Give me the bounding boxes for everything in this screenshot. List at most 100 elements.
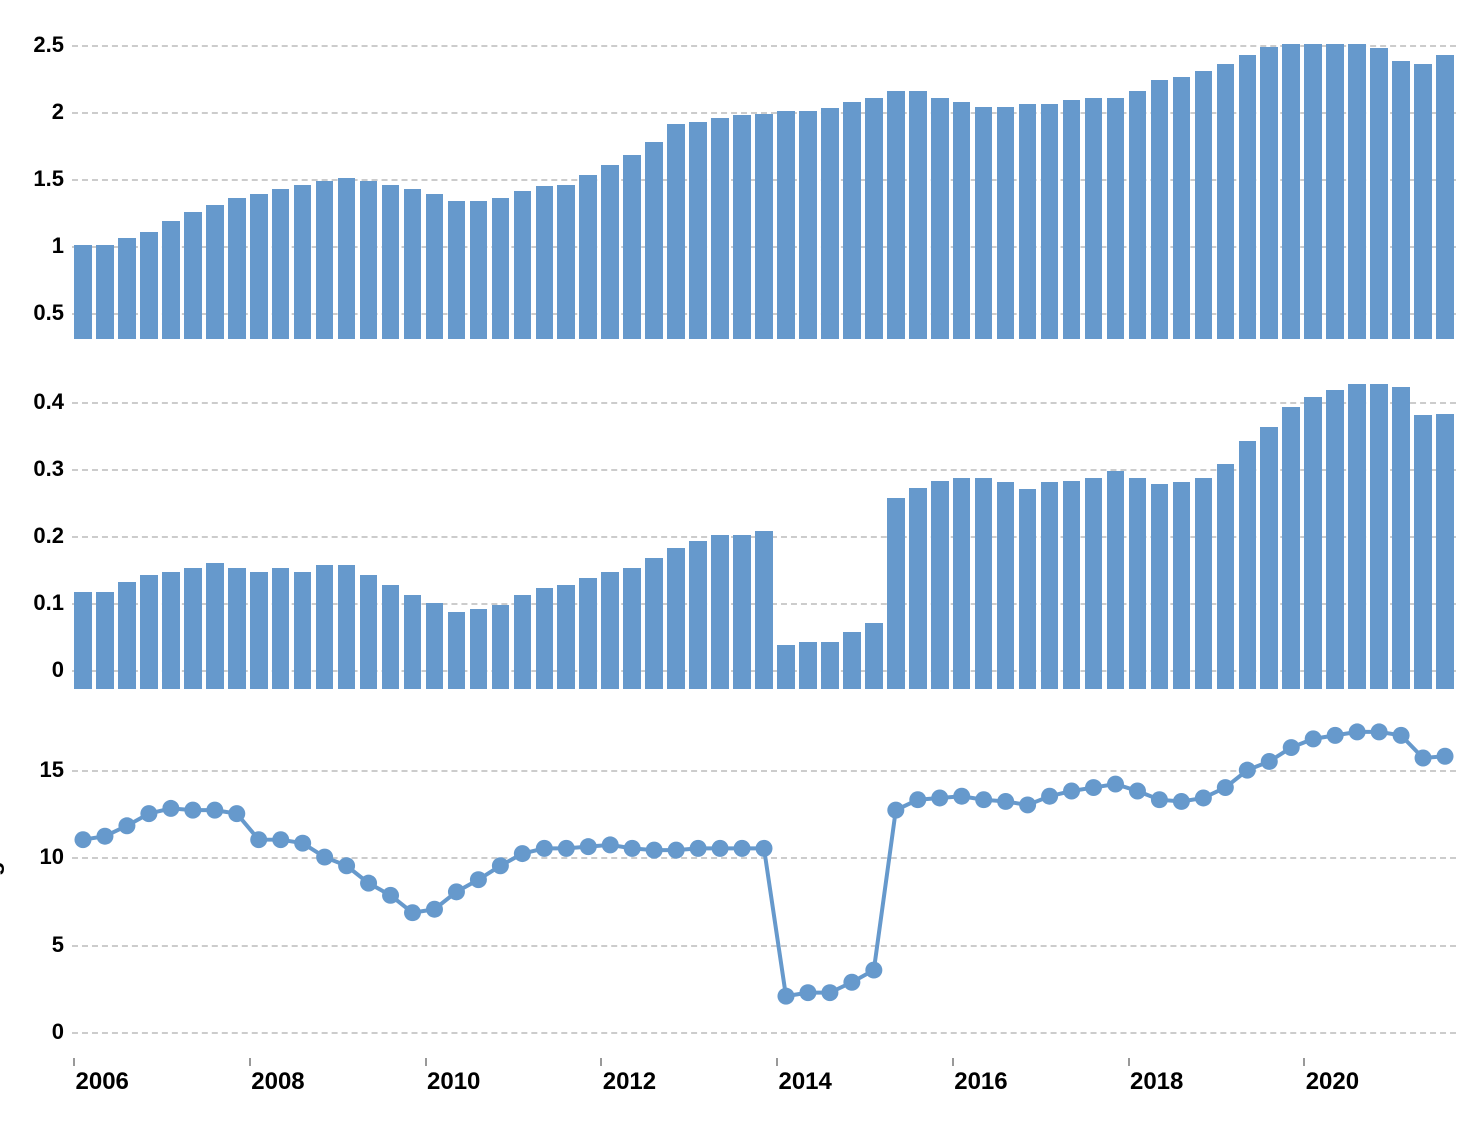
margin-marker [492,857,509,874]
netincome-bar [338,565,356,689]
netincome-bar [1239,441,1257,689]
netincome-bar [74,592,92,689]
margin-marker [953,788,970,805]
revenue-bar [1151,80,1169,339]
revenue-bar [887,91,905,339]
revenue-bar [1414,64,1432,339]
revenue-bar [1195,71,1213,339]
revenue-ytick-label: 0.5 [33,300,72,326]
panel-revenue: TTM Revenue0.511.522.5 [0,18,1472,340]
margin-marker [1195,789,1212,806]
margin-ytick-label: 10 [40,844,72,870]
margin-marker [602,836,619,853]
margin-ytick-label: 15 [40,757,72,783]
margin-marker [558,840,575,857]
netincome-bar [184,568,202,689]
margin-marker [448,883,465,900]
revenue-ytick-label: 1 [52,233,72,259]
netincome-bar [1195,478,1213,689]
revenue-bar [1019,104,1037,339]
netincome-bar [645,558,663,689]
revenue-bar [536,186,554,339]
netincome-bar [1173,482,1191,689]
netincome-bar [426,603,444,689]
revenue-bar [667,124,685,339]
margin-marker [316,849,333,866]
revenue-bar [448,201,466,339]
revenue-bar [601,165,619,339]
netincome-bar [316,565,334,689]
revenue-bar [579,175,597,339]
margin-marker [206,802,223,819]
revenue-bar [557,185,575,339]
panel-margin: Net Margin051015 [0,718,1472,1058]
margin-marker [1151,791,1168,808]
margin-marker [909,791,926,808]
revenue-bar [1085,98,1103,340]
margin-marker [1283,739,1300,756]
margin-marker [690,840,707,857]
revenue-bar [777,111,795,339]
revenue-bar [140,232,158,339]
margin-marker [1173,793,1190,810]
netincome-bar [1019,489,1037,689]
netincome-bar [579,578,597,689]
netincome-bar [975,478,993,689]
margin-marker [514,845,531,862]
revenue-bar [74,245,92,339]
revenue-bar [953,102,971,339]
margin-marker [1129,783,1146,800]
revenue-bar [689,122,707,339]
netincome-bar [272,568,290,689]
revenue-bar [931,98,949,340]
margin-marker [1063,783,1080,800]
margin-marker [1217,779,1234,796]
margin-marker [294,835,311,852]
revenue-bar [623,155,641,339]
margin-marker [821,984,838,1001]
margin-marker [140,805,157,822]
netincome-bar [118,582,136,689]
x-tick-label: 2012 [603,1058,656,1096]
margin-marker [162,800,179,817]
margin-marker [997,793,1014,810]
revenue-bar [755,114,773,339]
revenue-bar [1392,61,1410,339]
netincome-bar [601,572,619,689]
netincome-bar [492,605,510,689]
margin-marker [1415,750,1432,767]
revenue-bar [514,191,532,339]
netincome-bar [557,585,575,689]
margin-marker [734,840,751,857]
revenue-bar [1282,44,1300,339]
netincome-bar [1063,481,1081,689]
margin-marker [975,791,992,808]
netincome-bar [1436,414,1454,689]
margin-marker [184,802,201,819]
revenue-bar [162,221,180,339]
revenue-bar [1173,77,1191,339]
margin-marker [1371,723,1388,740]
revenue-bar [1217,64,1235,339]
revenue-bar [382,185,400,339]
netincome-gridline [72,402,1456,404]
netincome-ylabel-text: TTM Net Income [0,450,6,635]
revenue-bar [118,238,136,339]
netincome-bar [536,588,554,689]
revenue-bar [909,91,927,339]
margin-marker [1019,796,1036,813]
netincome-bar [1107,471,1125,689]
revenue-bar [470,201,488,339]
netincome-bar [1041,482,1059,689]
margin-marker [668,842,685,859]
margin-marker [382,887,399,904]
margin-marker [1041,788,1058,805]
margin-marker [777,988,794,1005]
netincome-bar [1392,387,1410,689]
x-axis: 20062008201020122014201620182020 [72,1058,1456,1108]
netincome-bar [931,481,949,689]
panel-netincome: TTM Net Income00.10.20.30.4 [0,368,1472,690]
margin-marker [1107,776,1124,793]
netincome-bar [1304,397,1322,689]
margin-marker [624,840,641,857]
